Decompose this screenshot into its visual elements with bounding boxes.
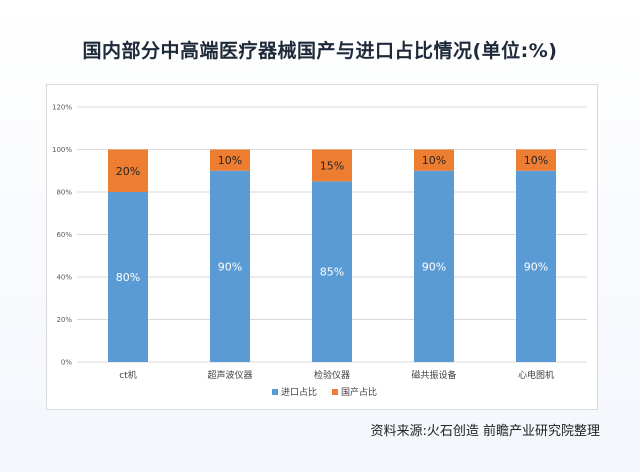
y-tick-label: 0% bbox=[61, 359, 72, 367]
y-tick-label: 120% bbox=[52, 104, 72, 112]
bar-import bbox=[312, 181, 352, 362]
bar-domestic bbox=[414, 149, 454, 171]
y-tick-label: 100% bbox=[52, 146, 72, 154]
bar-import bbox=[210, 170, 250, 362]
x-tick-label: ct机 bbox=[119, 369, 136, 381]
legend-swatch bbox=[272, 389, 278, 395]
chart-title: 国内部分中高端医疗器械国产与进口占比情况(单位:%) bbox=[82, 40, 558, 62]
bar-domestic bbox=[108, 149, 148, 192]
data-label: 90% bbox=[422, 260, 446, 273]
data-label: 20% bbox=[116, 165, 140, 178]
data-label: 15% bbox=[320, 159, 344, 172]
y-tick-label: 20% bbox=[56, 316, 72, 324]
data-label: 80% bbox=[116, 271, 140, 284]
data-label: 90% bbox=[218, 260, 242, 273]
bar-domestic bbox=[210, 149, 250, 171]
data-label: 10% bbox=[422, 154, 446, 167]
data-label: 90% bbox=[524, 260, 548, 273]
stacked-bar-chart: 0% 20% 40% 60% 80% 100% 120% 80% 20% ct机 90% 10% 超声波… bbox=[52, 104, 587, 398]
y-tick-label: 40% bbox=[56, 274, 72, 282]
legend-label: 国产占比 bbox=[341, 386, 377, 398]
legend-swatch bbox=[332, 389, 338, 395]
bar-import bbox=[108, 192, 148, 362]
data-label: 10% bbox=[218, 154, 242, 167]
legend-label: 进口占比 bbox=[281, 386, 317, 398]
x-tick-label: 磁共振设备 bbox=[411, 369, 456, 381]
x-tick-label: 检验仪器 bbox=[314, 369, 350, 381]
y-tick-label: 60% bbox=[56, 231, 72, 239]
bar-domestic bbox=[516, 149, 556, 171]
source-note: 资料来源:火石创造 前瞻产业研究院整理 bbox=[370, 424, 600, 439]
data-label: 10% bbox=[524, 154, 548, 167]
x-tick-label: 超声波仪器 bbox=[207, 369, 252, 381]
chart-area: 0% 20% 40% 60% 80% 100% 120% 80% 20% ct机 90% 10% 超声波… bbox=[46, 84, 598, 410]
bar-domestic bbox=[312, 149, 352, 182]
x-tick-label: 心电图机 bbox=[518, 369, 554, 381]
y-tick-label: 80% bbox=[56, 189, 72, 197]
bar-import bbox=[516, 170, 556, 362]
data-label: 85% bbox=[320, 266, 344, 279]
bar-import bbox=[414, 170, 454, 362]
